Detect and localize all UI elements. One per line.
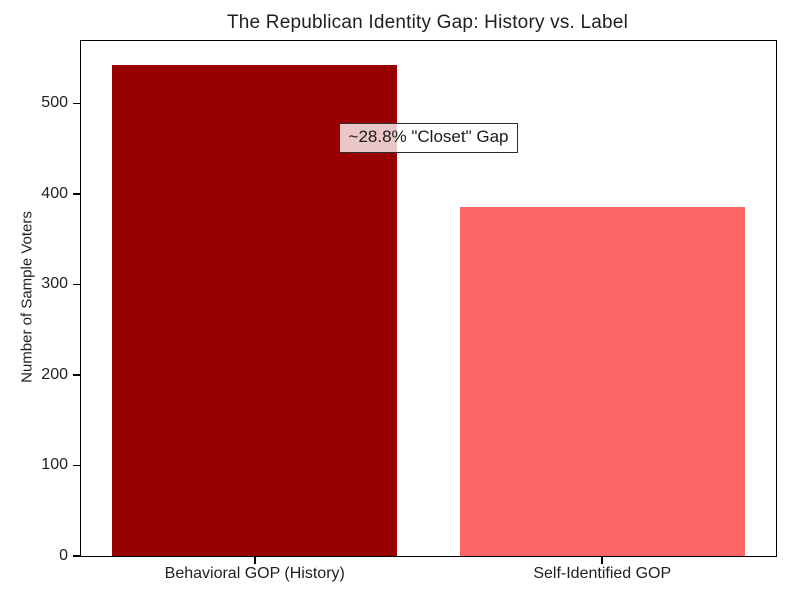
y-tick-label: 0 <box>59 547 68 564</box>
x-tick-label: Behavioral GOP (History) <box>164 565 345 582</box>
y-tick <box>73 555 80 557</box>
y-tick <box>73 102 80 105</box>
plot-area: ~28.8% "Closet" Gap 0 100 200 300 400 500 Beha… <box>41 40 777 582</box>
x-tick <box>601 557 604 564</box>
y-tick-label: 500 <box>41 94 68 112</box>
y-tick <box>73 374 80 376</box>
y-tick-label: 200 <box>41 365 68 383</box>
y-tick <box>73 193 80 195</box>
bar-1 <box>459 206 745 556</box>
y-tick-label: 300 <box>41 275 68 293</box>
y-axis-label: Number of Sample Voters <box>18 211 36 383</box>
y-tick <box>73 464 80 467</box>
chart-title: The Republican Identity Gap: History vs.… <box>226 12 628 33</box>
y-tick <box>73 283 80 286</box>
x-tick <box>253 557 256 564</box>
gap-annotation: ~28.8% "Closet" Gap <box>338 122 519 153</box>
x-tick-label: Self-Identified GOP <box>533 565 672 582</box>
y-tick-label: 400 <box>41 184 68 202</box>
y-tick-label: 100 <box>41 456 68 474</box>
